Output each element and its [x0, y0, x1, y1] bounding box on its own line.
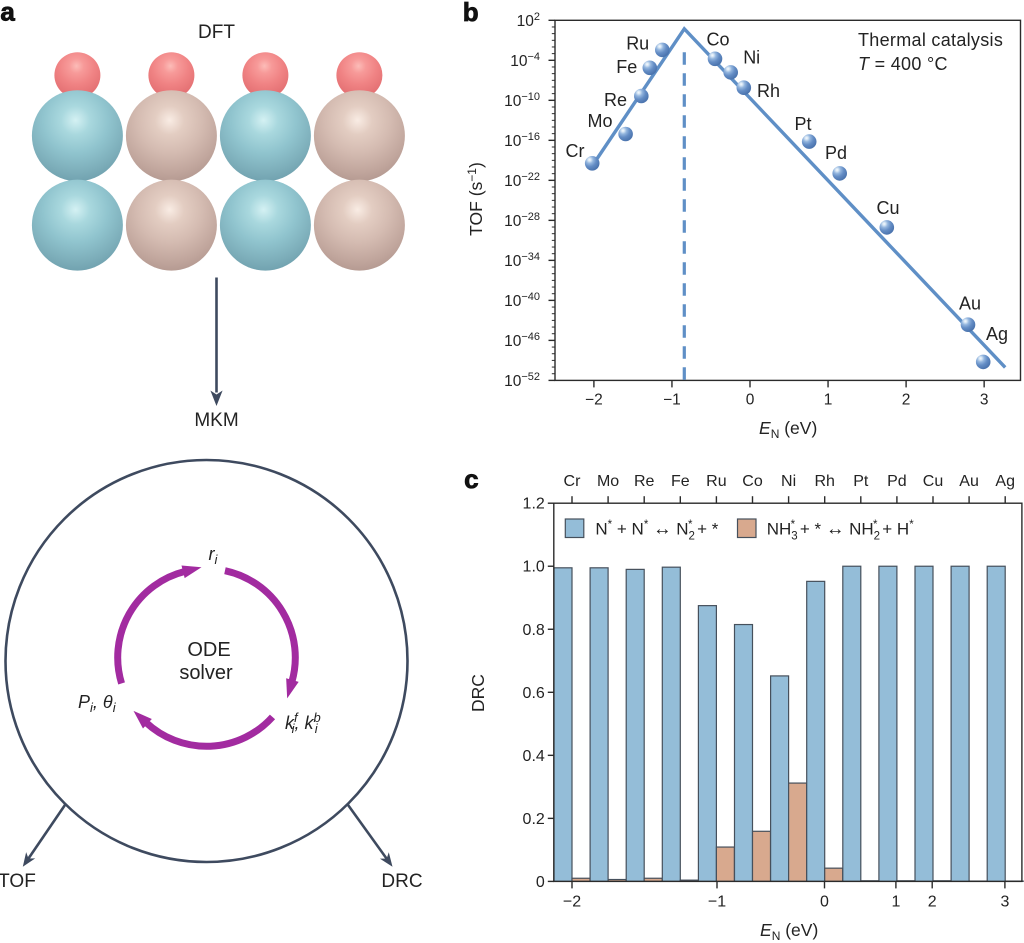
svg-text:Ru: Ru [626, 34, 649, 54]
svg-text:a: a [0, 0, 15, 26]
svg-text:0: 0 [746, 391, 755, 408]
svg-text:1: 1 [891, 893, 900, 910]
svg-text:0.8: 0.8 [523, 622, 545, 639]
svg-text:1.0: 1.0 [523, 559, 545, 576]
svg-text:Pi, θi: Pi, θi [78, 692, 117, 715]
svg-text:Au: Au [959, 294, 981, 314]
svg-text:2: 2 [928, 893, 937, 910]
svg-text:−2: −2 [585, 391, 603, 408]
svg-text:3: 3 [1000, 893, 1009, 910]
svg-text:2: 2 [902, 391, 911, 408]
svg-text:10−10: 10−10 [504, 91, 540, 110]
svg-text:solver: solver [179, 662, 233, 684]
svg-text:Mo: Mo [587, 111, 612, 131]
svg-text:Pd: Pd [825, 143, 847, 163]
svg-text:1.2: 1.2 [523, 496, 545, 513]
svg-text:ODE: ODE [187, 639, 230, 661]
svg-text:Cr: Cr [564, 473, 582, 490]
svg-text:Rh: Rh [757, 81, 780, 101]
svg-text:DRC: DRC [381, 871, 422, 892]
svg-text:Ru: Ru [706, 473, 726, 490]
svg-text:Au: Au [959, 473, 979, 490]
svg-text:Fe: Fe [616, 57, 637, 77]
svg-text:Cu: Cu [923, 473, 943, 490]
svg-text:Ni: Ni [743, 47, 760, 67]
svg-text:0.6: 0.6 [523, 685, 545, 702]
svg-text:kfi, kbi: kf i, kb i [285, 710, 321, 736]
svg-text:DFT: DFT [198, 22, 235, 43]
svg-text:c: c [464, 464, 478, 494]
svg-text:Thermal catalysis: Thermal catalysis [858, 30, 1003, 50]
svg-text:Co: Co [706, 29, 729, 49]
svg-text:T = 400 °C: T = 400 °C [858, 54, 948, 74]
svg-text:MKM: MKM [194, 410, 238, 431]
svg-text:Re: Re [634, 473, 655, 490]
svg-text:Cu: Cu [876, 198, 899, 218]
svg-text:NH3* + * ↔ NH2* + H*: NH3* + * ↔ NH2* + H* [767, 518, 915, 543]
svg-text:−2: −2 [563, 893, 581, 910]
svg-text:Co: Co [742, 473, 763, 490]
svg-text:EN (eV): EN (eV) [759, 418, 817, 441]
svg-text:Rh: Rh [814, 473, 834, 490]
svg-text:Pt: Pt [853, 473, 869, 490]
svg-text:Pd: Pd [887, 473, 907, 490]
svg-text:Ni: Ni [781, 473, 796, 490]
svg-text:EN (eV): EN (eV) [760, 920, 818, 943]
svg-text:−1: −1 [708, 893, 726, 910]
svg-text:0.2: 0.2 [523, 811, 545, 828]
svg-text:Ag: Ag [995, 473, 1015, 490]
svg-text:Mo: Mo [597, 473, 619, 490]
svg-text:N* + N* ↔ N2* + *: N* + N* ↔ N2* + * [595, 518, 718, 543]
svg-text:Cr: Cr [566, 141, 585, 161]
svg-text:0: 0 [536, 874, 545, 891]
svg-text:Fe: Fe [671, 473, 690, 490]
svg-text:0: 0 [820, 893, 829, 910]
svg-text:Re: Re [604, 90, 627, 110]
svg-text:0.4: 0.4 [523, 748, 545, 765]
svg-text:−1: −1 [663, 391, 681, 408]
svg-text:DRC: DRC [468, 674, 488, 712]
svg-text:1: 1 [824, 391, 833, 408]
svg-text:Ag: Ag [986, 324, 1008, 344]
svg-text:Pt: Pt [794, 114, 811, 134]
svg-text:TOF: TOF [0, 871, 36, 892]
svg-text:ri: ri [209, 544, 219, 567]
svg-text:b: b [463, 0, 479, 27]
svg-text:3: 3 [980, 391, 989, 408]
